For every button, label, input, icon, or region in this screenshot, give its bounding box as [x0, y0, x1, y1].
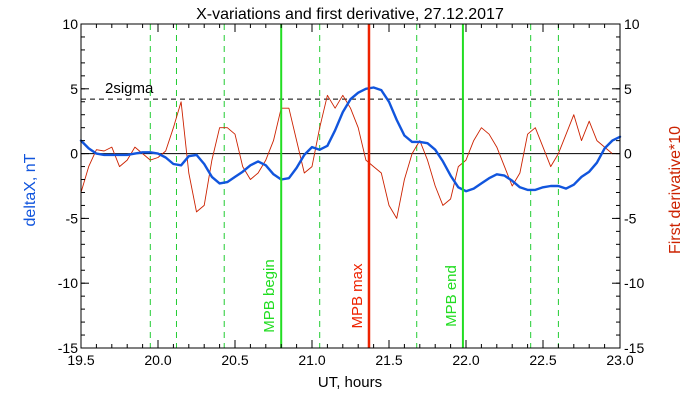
- series-deltaX-line: [79, 86, 622, 193]
- y-tick-label-right: -15: [624, 340, 644, 356]
- x-tick-label: 19.5: [67, 352, 94, 368]
- event-label-mpb_end: MPB end: [443, 265, 460, 327]
- x-tick-label: 20.0: [144, 352, 171, 368]
- y-tick-label-right: 10: [624, 16, 640, 32]
- x-tick-label: 22.0: [452, 352, 479, 368]
- chart-title: X-variations and first derivative, 27.12…: [196, 6, 504, 23]
- y-tick-label-right: 5: [624, 81, 632, 97]
- x-tick-label: 21.5: [375, 352, 402, 368]
- y-tick-label-left: -5: [66, 210, 79, 226]
- sigma-label: 2sigma: [105, 80, 154, 97]
- y-tick-label-left: -15: [58, 340, 78, 356]
- series-derivative-line: [80, 94, 620, 219]
- x-tick-label: 22.5: [529, 352, 556, 368]
- event-label-mpb_begin: MPB begin: [261, 259, 278, 332]
- y-tick-label-right: 0: [624, 146, 632, 162]
- y-tick-label-left: 5: [70, 81, 78, 97]
- axis-frame: [80, 23, 621, 349]
- x-axis-label: UT, hours: [318, 374, 382, 391]
- y-tick-label-left: 0: [70, 146, 78, 162]
- y-tick-label-right: -5: [624, 210, 637, 226]
- y-tick-label-right: -10: [624, 275, 644, 291]
- x-tick-label: 23.0: [606, 352, 633, 368]
- x-tick-label: 21.0: [298, 352, 325, 368]
- plot-area: MPB begin MPB max MPB end 19.5 20.0 20.5 21.0 2…: [58, 16, 645, 368]
- y-tick-label-left: -10: [58, 275, 78, 291]
- x-tick-label: 20.5: [221, 352, 248, 368]
- event-label-mpb_max: MPB max: [349, 263, 366, 329]
- y-tick-label-left: 10: [62, 16, 78, 32]
- y-axis-label-left: deltaX, nT: [22, 153, 39, 226]
- y-axis-label-right: First derivative*10: [667, 126, 684, 254]
